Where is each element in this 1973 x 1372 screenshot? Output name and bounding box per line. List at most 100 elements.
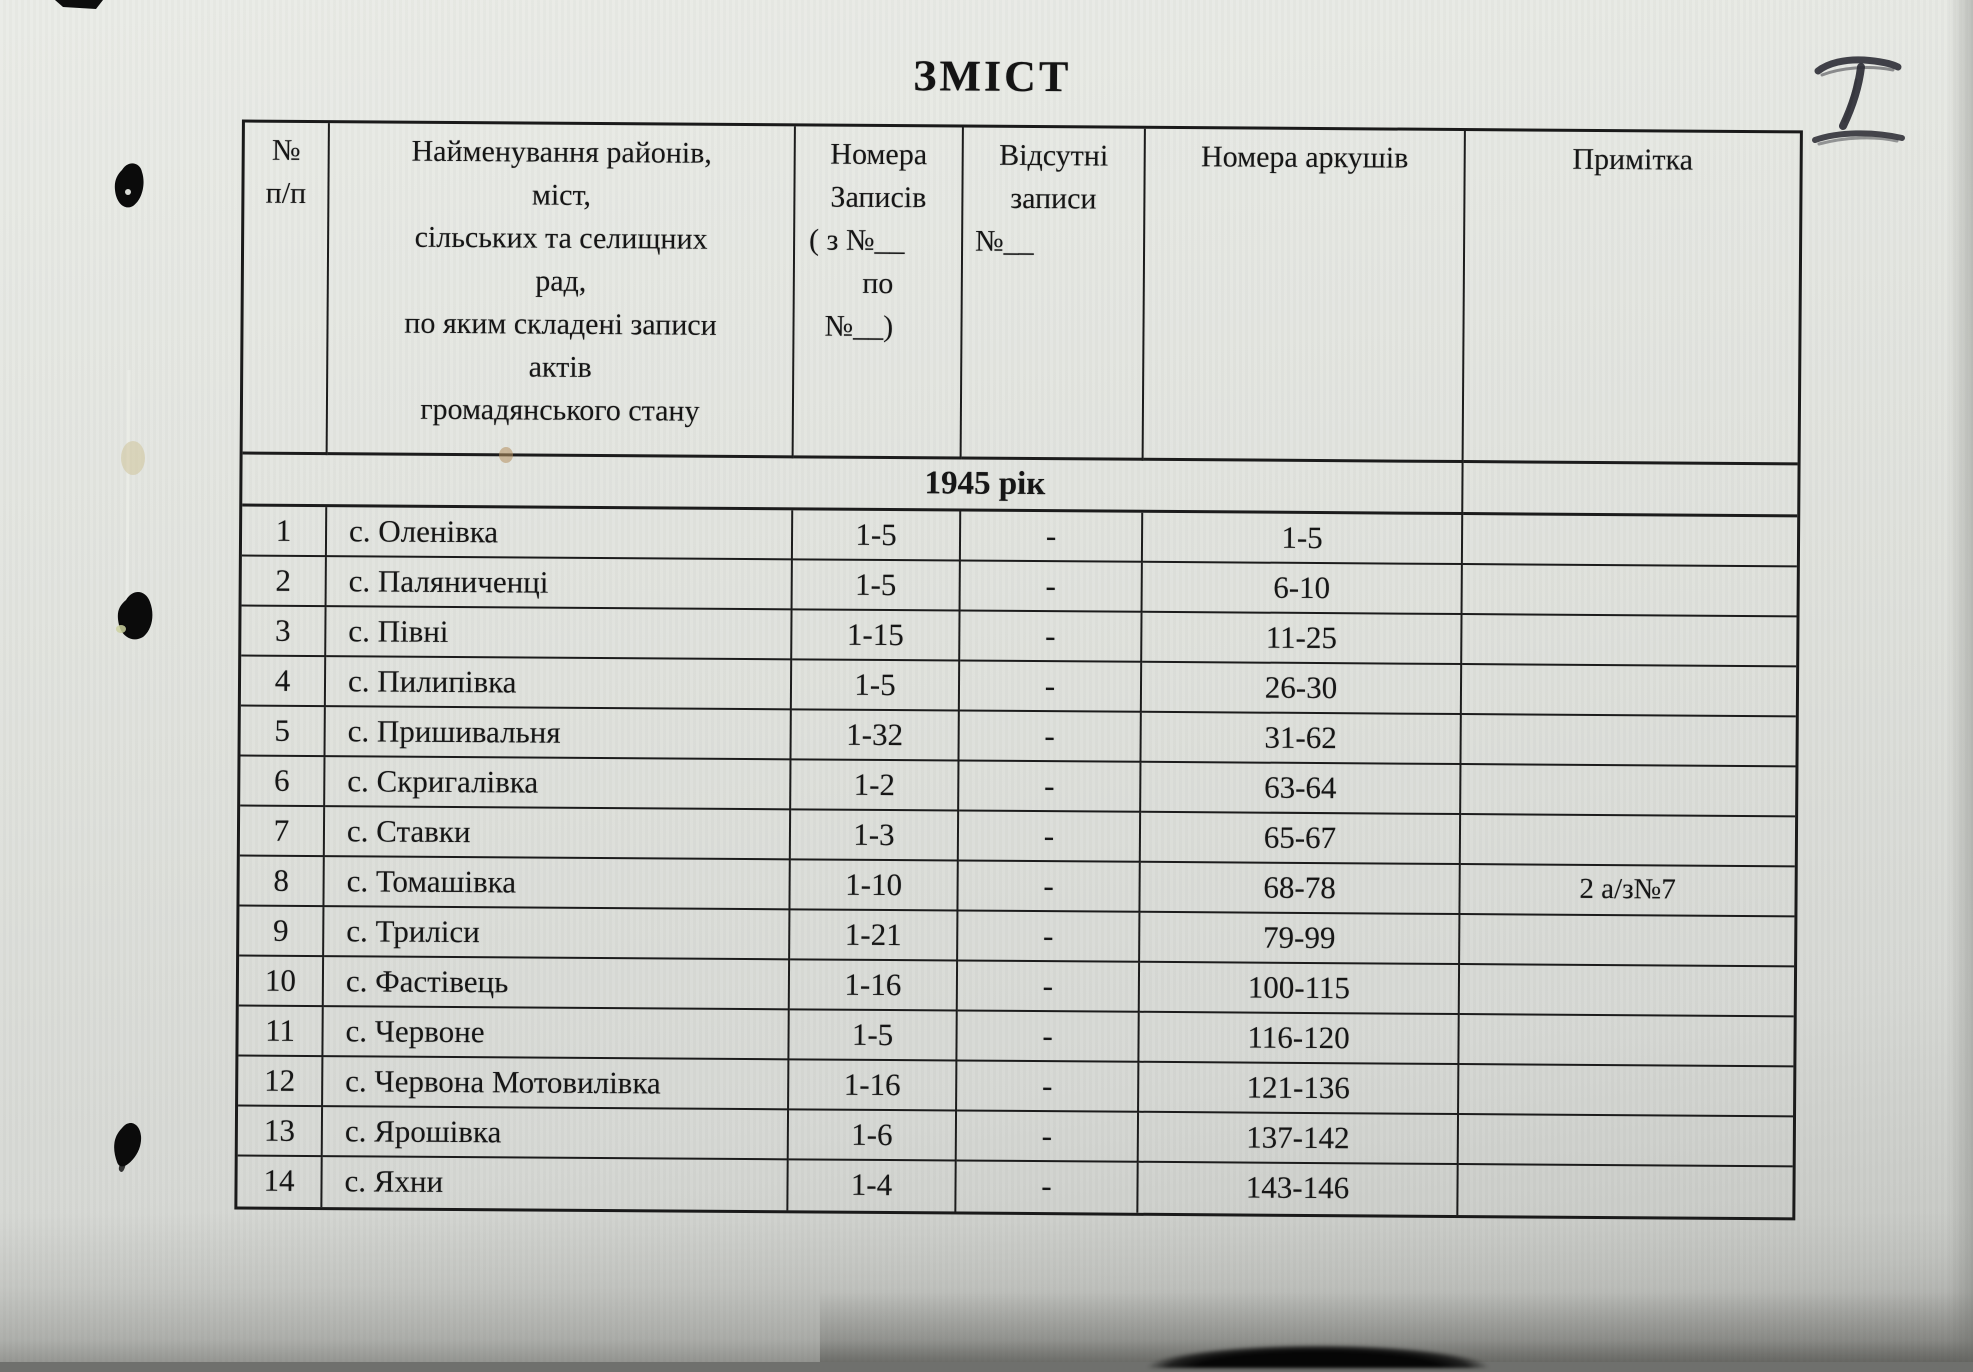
cell-records: 1-5: [792, 560, 961, 612]
cell-note: [1461, 765, 1796, 818]
cell-missing: -: [957, 1061, 1140, 1113]
cell-sheets: 1-5: [1142, 512, 1464, 566]
cell-records: 1-16: [789, 960, 959, 1012]
cell-num: 4: [240, 656, 327, 708]
cell-sheets: 63-64: [1141, 762, 1462, 816]
cell-note: [1462, 515, 1798, 568]
cell-missing: -: [958, 911, 1141, 963]
cell-sheets: 100-115: [1139, 962, 1461, 1016]
cell-name: с. Оленівка: [326, 507, 794, 561]
cell-name: с. Скригалівка: [325, 757, 792, 811]
scan-shadow-wedge: [1098, 1338, 1538, 1368]
cell-note: [1458, 1165, 1792, 1217]
cell-sheets: 68-78: [1140, 862, 1461, 916]
cell-records: 1-15: [792, 610, 961, 662]
cell-num: 8: [239, 856, 325, 908]
cell-name: с. Пришивальня: [325, 707, 792, 761]
cell-num: 12: [238, 1056, 324, 1108]
cell-missing: -: [958, 811, 1142, 863]
header-cell-records: Номера Записів ( з №__ по №__): [793, 126, 964, 460]
cell-records: 1-16: [789, 1060, 958, 1112]
cell-num: 1: [241, 506, 328, 558]
header-cell-sheets: Номера аркушів: [1143, 128, 1466, 464]
cell-records: 1-10: [790, 860, 959, 912]
cell-name: с. Паляниченці: [326, 557, 793, 611]
cell-name: с. Томашівка: [324, 857, 791, 911]
cell-num: 14: [237, 1156, 323, 1208]
cell-missing: -: [956, 1111, 1140, 1163]
year-section-note-cell: [1463, 463, 1798, 518]
cell-num: 3: [241, 606, 327, 658]
cell-missing: -: [959, 661, 1143, 713]
cell-missing: -: [959, 761, 1142, 813]
right-edge-shadow: [1947, 0, 1973, 1362]
cell-sheets: 143-146: [1138, 1162, 1459, 1216]
cell-sheets: 79-99: [1140, 912, 1461, 966]
cell-num: 9: [239, 906, 325, 958]
cell-sheets: 121-136: [1139, 1062, 1460, 1116]
cell-sheets: 11-25: [1142, 612, 1463, 666]
cell-note: [1462, 615, 1797, 668]
cell-missing: -: [960, 611, 1143, 663]
cell-records: 1-2: [791, 760, 960, 812]
cell-num: 7: [239, 806, 326, 858]
cell-note: 2 а/з№7: [1460, 865, 1795, 918]
cell-note: [1461, 715, 1796, 768]
cell-num: 11: [238, 1006, 324, 1058]
cell-note: [1458, 1115, 1794, 1168]
cell-missing: -: [959, 711, 1142, 763]
cell-note: [1459, 1015, 1794, 1068]
cell-num: 13: [237, 1106, 324, 1158]
cell-missing: -: [960, 511, 1144, 563]
cell-sheets: 26-30: [1141, 662, 1463, 716]
cell-sheets: 137-142: [1138, 1112, 1460, 1166]
cell-note: [1462, 565, 1797, 618]
cell-num: 6: [240, 756, 326, 808]
cell-records: 1-21: [790, 910, 959, 962]
cell-name: с. Півні: [326, 607, 793, 661]
year-section-row: 1945 рік: [242, 454, 1464, 516]
cell-missing: -: [957, 1011, 1140, 1063]
cell-records: 1-3: [790, 810, 960, 862]
cell-sheets: 31-62: [1141, 712, 1462, 766]
cell-note: [1460, 815, 1796, 868]
cell-note: [1460, 915, 1795, 968]
cell-note: [1461, 665, 1797, 718]
cell-records: 1-5: [789, 1010, 958, 1062]
cell-missing: -: [957, 961, 1141, 1013]
cell-missing: -: [958, 861, 1141, 913]
cell-name: с. Ярошівка: [322, 1107, 790, 1161]
cell-missing: -: [956, 1161, 1139, 1213]
cell-name: с. Червона Мотовилівка: [323, 1057, 790, 1111]
header-cell-name: Найменування районів, міст, сільських та…: [327, 123, 796, 459]
cell-records: 1-5: [792, 510, 962, 562]
page-title: ЗМІСТ: [913, 51, 1072, 102]
contents-table: № п/п Найменування районів, міст, сільсь…: [234, 119, 1803, 1221]
cell-name: с. Ставки: [324, 807, 792, 861]
cell-records: 1-5: [791, 660, 961, 712]
cell-num: 2: [241, 556, 327, 608]
cell-sheets: 116-120: [1139, 1012, 1460, 1066]
bottom-shadow: [0, 1212, 1973, 1362]
cell-name: с. Пилипівка: [325, 657, 793, 711]
cell-num: 5: [240, 706, 326, 758]
cell-records: 1-4: [788, 1160, 957, 1212]
cell-sheets: 6-10: [1142, 562, 1463, 616]
header-cell-note: Примітка: [1463, 131, 1800, 466]
cell-num: 10: [238, 956, 325, 1008]
cell-name: с. Червоне: [323, 1007, 790, 1061]
cell-name: с. Яхни: [322, 1157, 789, 1211]
cell-sheets: 65-67: [1140, 812, 1462, 866]
cell-missing: -: [960, 561, 1143, 613]
cell-note: [1459, 1065, 1794, 1118]
cell-name: с. Фастівець: [323, 957, 791, 1011]
cell-records: 1-32: [791, 710, 960, 762]
header-cell-missing: Відсутні записи №__: [961, 127, 1146, 461]
cell-records: 1-6: [788, 1110, 958, 1162]
header-cell-num: № п/п: [242, 122, 330, 456]
cell-note: [1459, 965, 1795, 1018]
cell-name: с. Триліси: [324, 907, 791, 961]
